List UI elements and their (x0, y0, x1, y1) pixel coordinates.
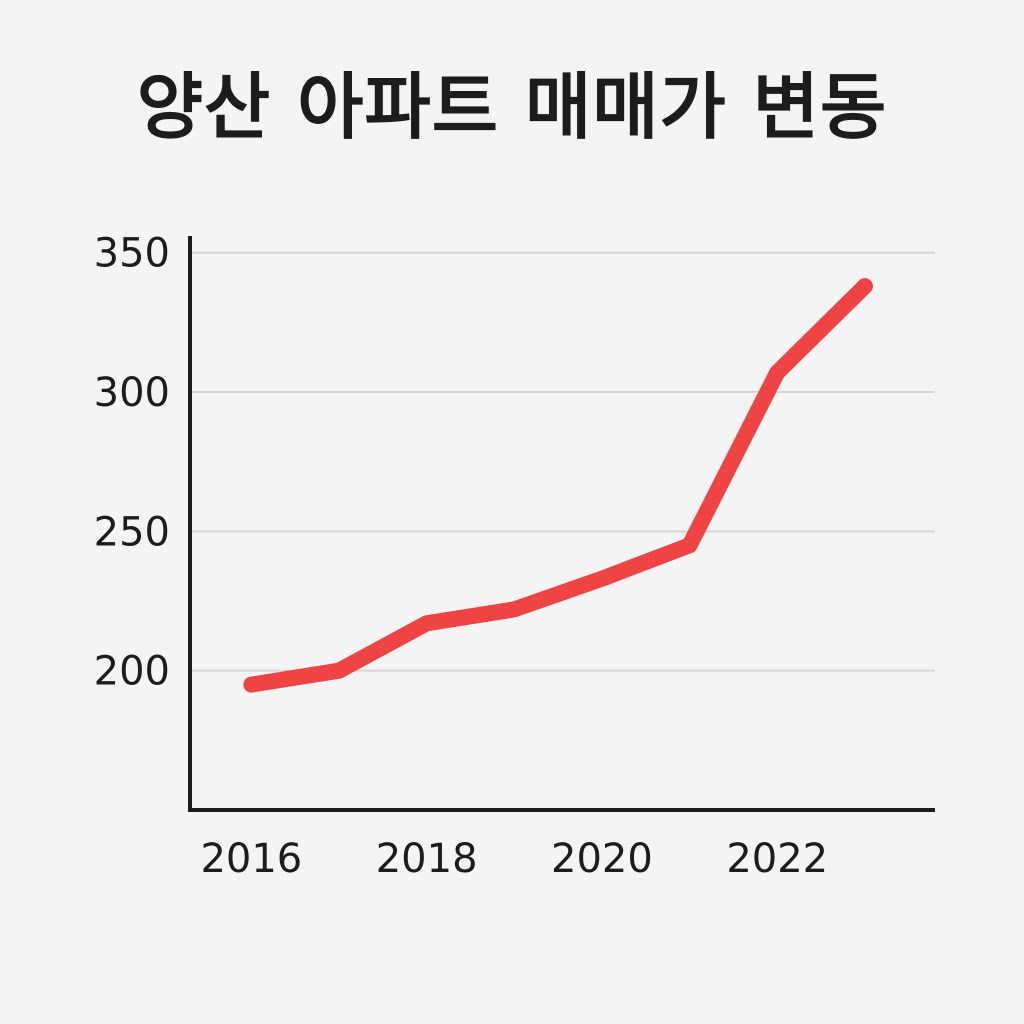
x-tick-label: 2018 (376, 836, 478, 882)
y-tick-label: 300 (94, 370, 170, 416)
y-tick-label: 250 (94, 509, 170, 555)
chart-title: 양산 아파트 매매가 변동 (136, 65, 888, 149)
axes (188, 236, 935, 812)
series-line-0 (243, 278, 873, 693)
x-tick-label: 2016 (200, 836, 302, 882)
x-tick-label: 2022 (726, 836, 828, 882)
tick-labels: 200 250 300 350 2016 2018 2020 2022 (94, 231, 828, 882)
y-tick-label: 200 (94, 649, 170, 695)
y-tick-label: 350 (94, 231, 170, 277)
series (243, 278, 873, 693)
grid-lines (190, 251, 935, 672)
x-tick-label: 2020 (551, 836, 653, 882)
